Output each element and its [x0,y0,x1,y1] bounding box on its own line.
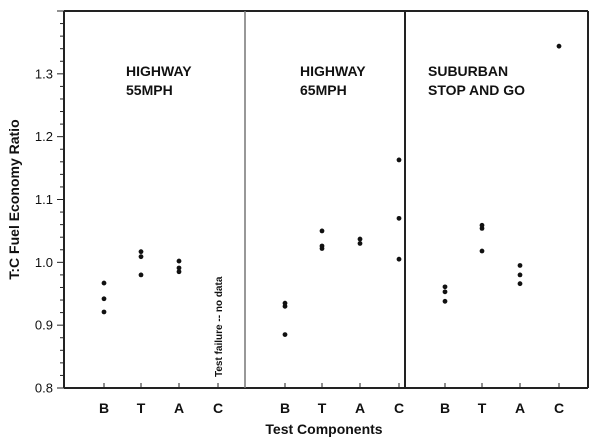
x-tick-label: T [478,400,487,416]
data-points [101,43,562,337]
y-tick-label: 1.1 [35,192,53,207]
x-tick-label: C [554,400,564,416]
data-point [357,236,363,242]
data-point [101,280,107,286]
no-data-note: Test failure -- no data [214,276,225,377]
y-tick-label: 0.8 [35,381,53,396]
data-point [138,254,144,260]
data-point [176,258,182,264]
y-tick-label: 0.9 [35,318,53,333]
data-point [442,289,448,295]
data-point [101,296,107,302]
x-tick-label: B [280,400,290,416]
data-point [101,309,107,315]
y-axis: 0.8 0.9 1.0 1.1 1.2 1.3 B T A C B T A C B T A C [35,10,564,416]
panel-title: HIGHWAY [126,63,192,79]
data-point [517,263,523,268]
data-point [396,215,402,221]
x-tick-label: A [515,400,525,416]
panel-title: 55MPH [126,82,173,98]
data-point [442,284,448,290]
data-point [282,303,288,309]
x-tick-label: T [137,400,146,416]
x-tick-label: B [99,400,109,416]
panel-title: HIGHWAY [300,63,366,79]
data-point [556,43,562,49]
x-tick-label: T [318,400,327,416]
panel-title: 65MPH [300,82,347,98]
panel-title: SUBURBAN [428,63,508,79]
data-point [517,272,523,278]
data-point [319,228,325,234]
data-point [479,248,485,254]
x-tick-label: A [174,400,184,416]
x-tick-label: A [355,400,365,416]
data-point [319,246,325,251]
panel-title: STOP AND GO [428,82,525,98]
data-point [138,272,144,278]
data-point [479,226,485,231]
y-axis-title: T:C Fuel Economy Ratio [6,119,22,279]
data-point [176,269,182,275]
data-point [138,249,144,255]
data-point [357,241,363,246]
data-point [396,157,402,163]
data-point [396,256,402,262]
y-tick-label: 1.2 [35,129,53,144]
data-point [517,281,523,287]
x-tick-label: C [394,400,404,416]
y-tick-label: 1.3 [35,66,53,81]
x-tick-label: B [440,400,450,416]
y-tick-label: 1.0 [35,255,53,270]
data-point [442,298,448,304]
x-tick-label: C [213,400,223,416]
data-point [282,332,288,337]
chart-labels: T:C Fuel Economy Ratio Test Components HIG… [6,63,525,437]
data-point [176,265,182,271]
x-axis-title: Test Components [265,421,382,437]
